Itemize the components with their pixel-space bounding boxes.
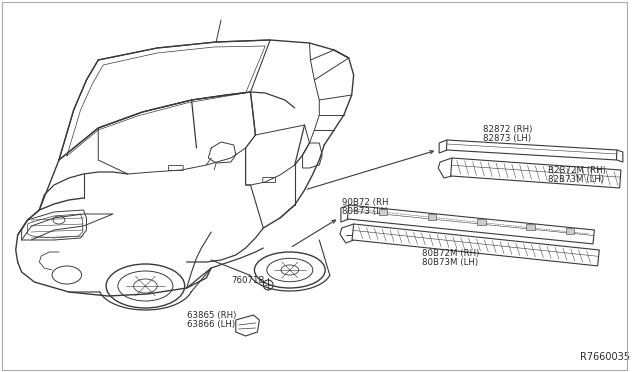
Text: 90B72 (RH: 90B72 (RH: [342, 198, 388, 207]
Text: 82B73M (LH): 82B73M (LH): [548, 175, 604, 184]
FancyBboxPatch shape: [428, 214, 436, 220]
Text: 80B73M (LH): 80B73M (LH): [422, 258, 479, 267]
Text: R7660035: R7660035: [580, 352, 630, 362]
Polygon shape: [447, 140, 617, 160]
FancyBboxPatch shape: [379, 209, 387, 215]
FancyBboxPatch shape: [168, 166, 183, 170]
Text: 63865 (RH): 63865 (RH): [187, 311, 236, 320]
Text: 82873 (LH): 82873 (LH): [483, 134, 531, 143]
Polygon shape: [348, 205, 595, 244]
FancyBboxPatch shape: [263, 177, 276, 183]
Text: 76071B: 76071B: [231, 276, 264, 285]
FancyBboxPatch shape: [566, 228, 574, 234]
Text: 80B73 (LH: 80B73 (LH: [342, 207, 387, 216]
Text: 63866 (LH): 63866 (LH): [187, 320, 235, 329]
Polygon shape: [451, 158, 621, 188]
Text: 80B72M (RH): 80B72M (RH): [422, 249, 480, 258]
Text: B2B72M (RH): B2B72M (RH): [548, 166, 606, 175]
FancyBboxPatch shape: [477, 219, 486, 225]
Text: 82872 (RH): 82872 (RH): [483, 125, 532, 134]
Polygon shape: [236, 315, 259, 336]
Polygon shape: [352, 224, 599, 266]
FancyBboxPatch shape: [526, 224, 535, 230]
